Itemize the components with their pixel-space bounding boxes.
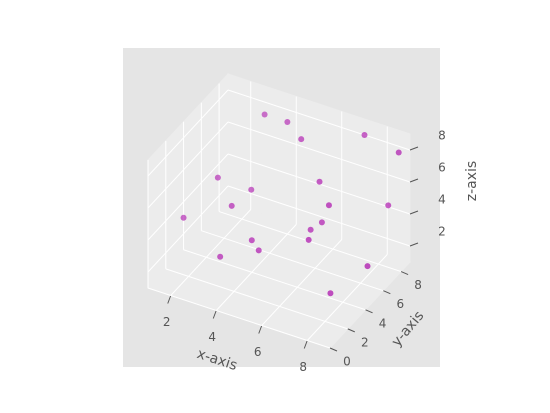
point: [316, 178, 323, 185]
grid-line: [183, 249, 366, 311]
x-tick: [212, 310, 217, 319]
y-tick: [383, 290, 391, 295]
grid-line: [147, 185, 229, 273]
point: [318, 219, 325, 226]
x-tick-label: 2: [163, 315, 171, 329]
y-tick-label: 0: [343, 355, 351, 369]
z-tick: [409, 210, 419, 215]
point: [395, 149, 402, 156]
panes: [147, 72, 411, 349]
grid: [147, 81, 419, 352]
x-tick: [303, 340, 308, 349]
x-tick: [258, 325, 263, 334]
y-tick-label: 2: [361, 335, 369, 349]
point: [217, 253, 224, 260]
point: [248, 186, 255, 193]
points: [180, 111, 402, 297]
back-pane: [227, 73, 411, 263]
z-tick-label: 4: [438, 193, 446, 207]
z-tick-label: 2: [438, 225, 446, 239]
grid-line: [170, 209, 252, 296]
point: [180, 214, 187, 221]
point: [255, 247, 262, 254]
grid-line: [201, 230, 384, 292]
grid-line: [227, 89, 411, 151]
x-tick-label: 6: [254, 345, 262, 359]
point: [248, 237, 255, 244]
grid-line: [165, 268, 348, 330]
grid-line: [147, 287, 331, 349]
point: [325, 202, 332, 209]
x-tick-label: 8: [299, 360, 307, 374]
y-tick: [400, 271, 409, 276]
z-tick-label: 8: [438, 129, 446, 143]
point: [261, 111, 268, 118]
grid-line: [227, 121, 411, 183]
point: [305, 236, 312, 243]
z-tick: [409, 146, 419, 151]
z-tick: [409, 178, 419, 183]
y-tick-label: 8: [414, 278, 422, 292]
grid-line: [147, 89, 229, 177]
y-tick-label: 4: [379, 316, 387, 330]
point: [327, 290, 334, 297]
grid-line: [147, 153, 229, 241]
point: [307, 226, 314, 233]
point: [284, 119, 291, 126]
point: [298, 136, 305, 143]
grid-line: [261, 239, 343, 326]
y-tick: [347, 328, 355, 333]
grid-line: [215, 224, 297, 311]
point: [214, 174, 221, 181]
x-tick: [167, 295, 172, 304]
y-tick-label: 6: [397, 297, 405, 311]
grid-line: [227, 185, 411, 247]
z-tick: [409, 242, 419, 247]
z-axis-label: z-axis: [464, 161, 480, 201]
z-tick-label: 6: [438, 161, 446, 175]
point: [385, 202, 392, 209]
grid-line: [306, 254, 388, 341]
x-tick-label: 4: [208, 330, 216, 344]
y-tick: [365, 309, 373, 314]
point: [361, 132, 368, 138]
grid-line: [147, 121, 229, 209]
y-tick: [329, 347, 338, 352]
point: [228, 202, 235, 209]
point: [364, 263, 371, 270]
